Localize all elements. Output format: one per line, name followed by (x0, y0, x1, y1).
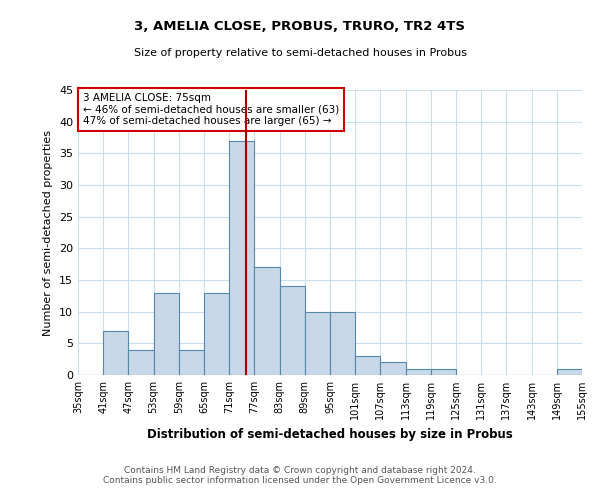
Bar (406, 368, 431, 375)
Bar (355, 356, 380, 375)
Bar (179, 350, 204, 375)
Bar (330, 312, 355, 375)
Bar (431, 368, 456, 375)
Bar (204, 292, 229, 375)
Bar (254, 268, 280, 375)
X-axis label: Distribution of semi-detached houses by size in Probus: Distribution of semi-detached houses by … (147, 428, 513, 440)
Text: Contains HM Land Registry data © Crown copyright and database right 2024.
Contai: Contains HM Land Registry data © Crown c… (103, 466, 497, 485)
Text: 3 AMELIA CLOSE: 75sqm
← 46% of semi-detached houses are smaller (63)
47% of semi: 3 AMELIA CLOSE: 75sqm ← 46% of semi-deta… (83, 93, 339, 126)
Bar (305, 312, 330, 375)
Bar (557, 368, 582, 375)
Bar (229, 140, 254, 375)
Y-axis label: Number of semi-detached properties: Number of semi-detached properties (43, 130, 53, 336)
Bar (280, 286, 305, 375)
Text: Size of property relative to semi-detached houses in Probus: Size of property relative to semi-detach… (133, 48, 467, 58)
Text: 3, AMELIA CLOSE, PROBUS, TRURO, TR2 4TS: 3, AMELIA CLOSE, PROBUS, TRURO, TR2 4TS (134, 20, 466, 33)
Bar (154, 292, 179, 375)
Bar (380, 362, 406, 375)
Bar (128, 350, 154, 375)
Bar (103, 330, 128, 375)
